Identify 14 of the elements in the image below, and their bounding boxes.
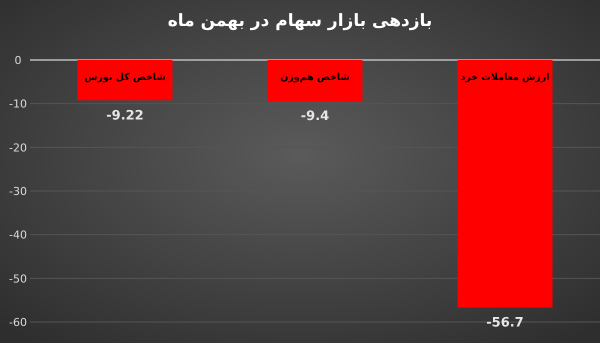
x-tick-label: شاخص هم‌وزن [280, 72, 350, 83]
data-label: -9.22 [106, 108, 144, 124]
y-tick-label: -50 [9, 272, 27, 286]
data-label: -9.4 [300, 109, 330, 124]
x-tick-label: شاخص کل بورس [84, 72, 166, 83]
y-tick-label: -40 [9, 228, 27, 242]
chart-title: بازدهی بازار سهام در بهمن ماه [168, 11, 432, 31]
y-tick-label: -20 [9, 141, 27, 154]
data-label: -56.7 [486, 316, 524, 331]
y-tick-label: -60 [9, 316, 27, 329]
y-tick-label: -30 [9, 185, 27, 198]
y-tick-label: 0 [14, 54, 22, 67]
y-tick-label: -10 [9, 98, 27, 111]
x-tick-label: ارزش معاملات خرد [460, 72, 550, 83]
